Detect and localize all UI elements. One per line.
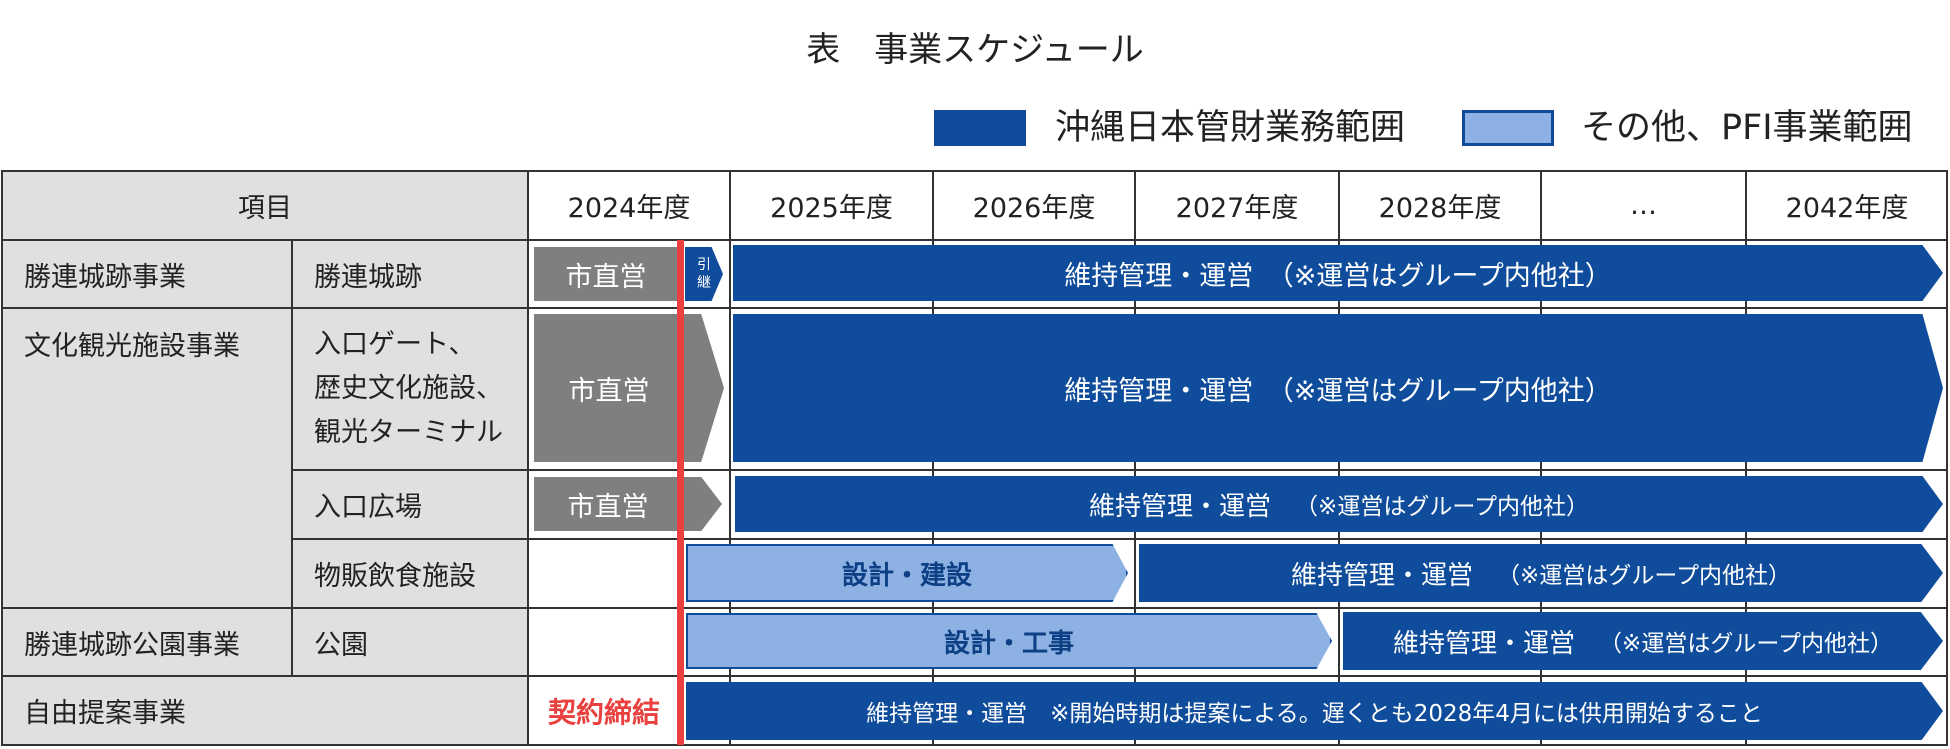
bar-operations-row5: 維持管理・運営 （※運営はグループ内他社） [1343,612,1943,670]
bar-handover: 引 継 [685,247,723,301]
bar-operations-row5-main: 維持管理・運営 [1393,628,1576,659]
grid-line [1,170,3,746]
row2-subitem: 入口ゲート、 歴史文化施設、 観光ターミナル [292,308,528,470]
row2-subitem-line3: 観光ターミナル [314,417,503,448]
row4-subitem: 物販飲食施設 [292,539,528,608]
bar-design-construction-row4: 設計・建設 [686,544,1128,602]
row2-subitem-line2: 歴史文化施設、 [314,373,503,404]
bar-operations-row3-main: 維持管理・運営 [1089,491,1272,522]
contract-signing-label: 契約締結 [547,696,660,729]
row2-category-label: 文化観光施設事業 [24,331,240,362]
bar-design-works-row5: 設計・工事 [686,613,1332,669]
row6-category: 自由提案事業 [2,676,528,745]
bar-operations-row5-note: （※運営はグループ内他社） [1599,631,1893,657]
row2-subitem-line1: 入口ゲート、 [314,329,476,360]
bar-city-operation-row3: 市直営 [534,477,722,531]
grid-line [2,239,1948,241]
row1-category: 勝連城跡事業 [2,240,292,308]
year-header-2025: 2025年度 [770,193,893,224]
grid-line [291,239,293,676]
bar-operations-row4-note: （※運営はグループ内他社） [1497,563,1791,589]
bar-city-operation-row2: 市直営 [534,314,724,462]
row1-subitem: 勝連城跡 [292,240,528,308]
row5-category: 勝連城跡公園事業 [2,608,292,676]
year-header-2026: 2026年度 [972,193,1096,224]
handover-char2: 継 [697,275,711,291]
year-header-2024: 2024年度 [567,193,691,224]
bar-operations-row4-main: 維持管理・運営 [1291,560,1474,591]
legend-label-nihon-kanzai: 沖縄日本管財業務範囲 [1055,108,1406,148]
bar-city-operation-row1: 市直営 [534,247,678,301]
contract-date-line [677,240,684,745]
grid-line [2,744,1948,746]
year-header-2042: 2042年度 [1785,193,1909,224]
row2-category: 文化観光施設事業 [2,308,292,608]
bar-operations-row2: 維持管理・運営 （※運営はグループ内他社） [733,314,1943,462]
handover-char1: 引 [697,257,711,273]
year-header-ellipsis: … [1630,190,1657,221]
bar-operations-row3: 維持管理・運営 （※運営はグループ内他社） [735,476,1943,532]
grid-line [2,307,1948,309]
grid-line [2,170,1948,172]
legend-swatch-nihon-kanzai [934,110,1026,146]
grid-line [729,170,731,746]
year-header-2027: 2027年度 [1175,193,1299,224]
row3-subitem: 入口広場 [292,470,528,539]
legend-swatch-pfi [1462,110,1554,146]
header-item: 項目 [2,171,528,240]
bar-operations-row1: 維持管理・運営 （※運営はグループ内他社） [733,245,1943,301]
diagram-title: 表 事業スケジュール [806,30,1144,70]
grid-line [292,538,1948,540]
row5-subitem: 公園 [292,608,528,676]
bar-operations-row6: 維持管理・運営 ※開始時期は提案による。遅くとも2028年4月には供用開始するこ… [686,682,1943,740]
bar-operations-row4: 維持管理・運営 （※運営はグループ内他社） [1139,544,1943,602]
grid-line [2,675,1948,677]
grid-line [292,469,1948,471]
legend-label-pfi: その他、PFI事業範囲 [1581,108,1913,148]
grid-line [1946,170,1948,746]
grid-line [527,170,529,746]
bar-operations-row3-note: （※運営はグループ内他社） [1295,494,1589,520]
year-header-2028: 2028年度 [1378,193,1502,224]
grid-line [2,607,1948,609]
